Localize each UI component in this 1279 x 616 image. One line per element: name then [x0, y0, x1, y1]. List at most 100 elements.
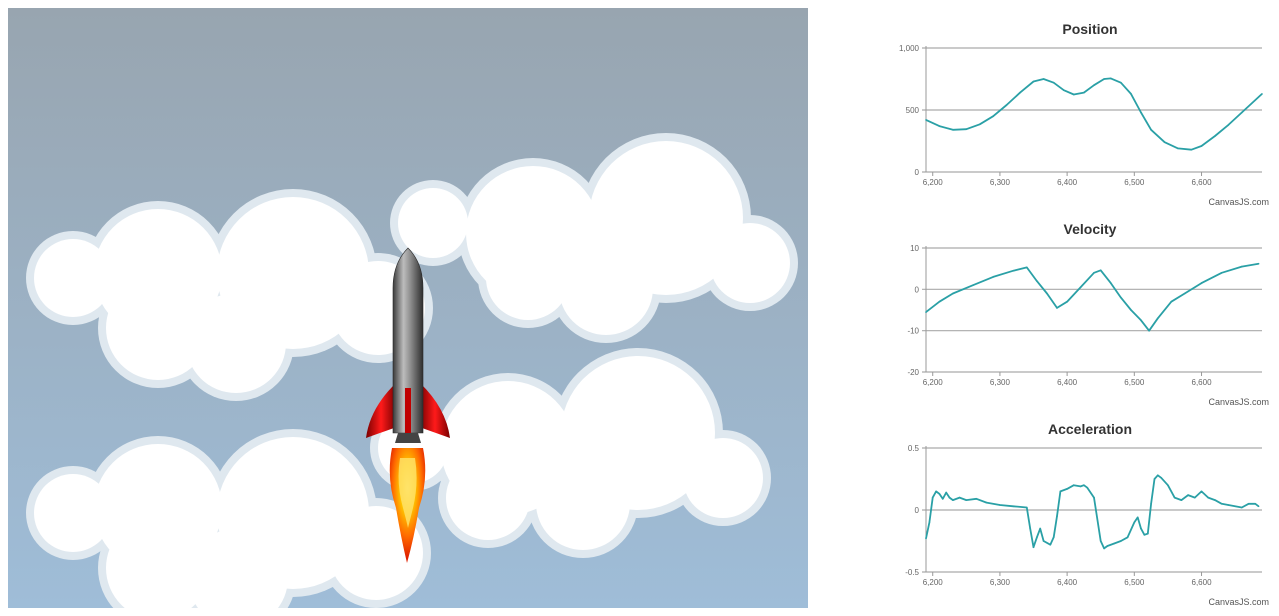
position-data-point — [1110, 77, 1112, 80]
position-credit-link[interactable]: CanvasJS.com — [1208, 197, 1269, 207]
position-data-point — [1163, 141, 1166, 143]
acceleration-credit-link[interactable]: CanvasJS.com — [1208, 597, 1269, 607]
acceleration-data-point — [1136, 516, 1139, 519]
acceleration-data-point — [1227, 504, 1230, 506]
rocket-center-fin — [405, 388, 411, 436]
rocket-left-fin — [366, 383, 396, 438]
acceleration-data-point — [1042, 540, 1045, 542]
velocity-data-point — [938, 300, 941, 303]
acceleration-data-point — [1241, 506, 1243, 509]
acceleration-data-point — [1093, 496, 1095, 499]
position-data-point — [1120, 81, 1122, 84]
velocity-data-point — [1183, 292, 1186, 295]
acceleration-data-point — [1257, 505, 1260, 508]
acceleration-data-point — [1052, 536, 1055, 539]
position-data-point — [1227, 124, 1230, 126]
velocity-data-point — [1066, 300, 1068, 303]
position-x-tick-label: 6,600 — [1192, 178, 1213, 187]
position-data-point — [1063, 89, 1065, 91]
position-chart-svg: Position 0 500 1,000 6,200 6,300 6,400 6,500 6,6… — [899, 21, 1269, 207]
position-y-tick-label: 0 — [915, 168, 920, 177]
acceleration-data-point — [1220, 503, 1223, 505]
acceleration-data-point — [1036, 536, 1038, 539]
acceleration-x-tick-label: 6,500 — [1124, 578, 1145, 587]
velocity-data-point — [1093, 272, 1095, 274]
acceleration-data-point — [1200, 490, 1203, 493]
acceleration-data-point — [1012, 505, 1015, 508]
velocity-y-tick-label: -20 — [907, 368, 919, 377]
position-data-point — [1200, 145, 1203, 147]
position-data-point — [1261, 93, 1263, 95]
acceleration-y-tick-label: -0.5 — [905, 568, 919, 577]
velocity-data-point — [925, 311, 927, 313]
velocity-data-point — [1036, 280, 1038, 282]
position-data-point — [1083, 91, 1085, 94]
acceleration-data-point — [1029, 527, 1031, 530]
position-x-tick-label: 6,500 — [1124, 178, 1145, 187]
acceleration-data-point — [958, 496, 961, 499]
position-data-point — [938, 125, 941, 127]
acceleration-data-point — [1059, 490, 1062, 493]
position-x-tick-label: 6,400 — [1057, 178, 1078, 187]
acceleration-data-point — [1153, 478, 1156, 480]
velocity-data-point — [1026, 266, 1028, 269]
acceleration-data-point — [1160, 477, 1162, 479]
velocity-data-point — [1099, 269, 1102, 272]
position-series-line — [925, 77, 1263, 151]
velocity-x-tick-label: 6,300 — [990, 378, 1011, 387]
acceleration-x-tick-label: 6,200 — [923, 578, 944, 587]
acceleration-data-point — [1150, 503, 1152, 505]
acceleration-data-point — [1147, 532, 1149, 535]
velocity-data-point — [1056, 307, 1058, 309]
position-data-point — [1103, 78, 1105, 80]
rocket-nozzle — [395, 433, 421, 443]
acceleration-data-point — [948, 496, 951, 499]
velocity-data-point — [1257, 262, 1260, 265]
rocket — [366, 247, 450, 563]
position-data-point — [1177, 147, 1179, 150]
position-data-point — [1019, 91, 1021, 94]
velocity-data-point — [1200, 282, 1203, 284]
acceleration-x-tick-label: 6,600 — [1192, 578, 1213, 587]
rocket-simulation-canvas — [8, 8, 808, 608]
acceleration-data-point — [1073, 484, 1075, 486]
acceleration-data-point — [1079, 485, 1082, 488]
acceleration-data-point — [1194, 496, 1196, 499]
cloud-top-right — [390, 133, 798, 343]
acceleration-data-point — [942, 498, 944, 500]
acceleration-data-point — [1133, 521, 1136, 524]
acceleration-x-tick-label: 6,300 — [990, 578, 1011, 587]
acceleration-data-point — [1086, 486, 1089, 489]
velocity-data-point — [972, 284, 974, 286]
acceleration-data-point — [975, 498, 978, 500]
position-data-point — [1140, 111, 1142, 114]
position-chart: Position 0 500 1,000 6,200 6,300 6,400 6,500 6,6… — [880, 10, 1275, 210]
acceleration-data-point — [952, 499, 954, 501]
velocity-x-tick-label: 6,500 — [1124, 378, 1145, 387]
position-data-point — [1241, 111, 1243, 114]
acceleration-data-point — [1140, 527, 1142, 530]
velocity-data-point — [1012, 269, 1015, 272]
velocity-data-point — [992, 276, 994, 278]
acceleration-data-point — [1207, 496, 1209, 499]
acceleration-data-point — [1157, 474, 1159, 477]
acceleration-data-point — [999, 504, 1001, 506]
velocity-x-tick-label: 6,600 — [1192, 378, 1213, 387]
position-data-point — [1130, 93, 1132, 95]
position-data-point — [1190, 148, 1193, 151]
position-data-point — [965, 128, 968, 130]
velocity-credit-link[interactable]: CanvasJS.com — [1208, 397, 1269, 407]
acceleration-data-point — [1039, 527, 1041, 530]
velocity-series-line — [925, 262, 1259, 332]
position-data-point — [1073, 93, 1075, 96]
acceleration-data-point — [935, 490, 937, 493]
acceleration-data-point — [1113, 542, 1115, 545]
acceleration-data-point — [1099, 540, 1102, 542]
position-x-tick-label: 6,300 — [990, 178, 1011, 187]
acceleration-data-point — [1187, 494, 1189, 496]
acceleration-data-point — [965, 499, 968, 501]
position-data-point — [1052, 81, 1055, 84]
position-data-point — [1042, 78, 1045, 80]
acceleration-y-tick-label: 0.5 — [908, 444, 920, 453]
position-data-point — [1214, 135, 1216, 137]
